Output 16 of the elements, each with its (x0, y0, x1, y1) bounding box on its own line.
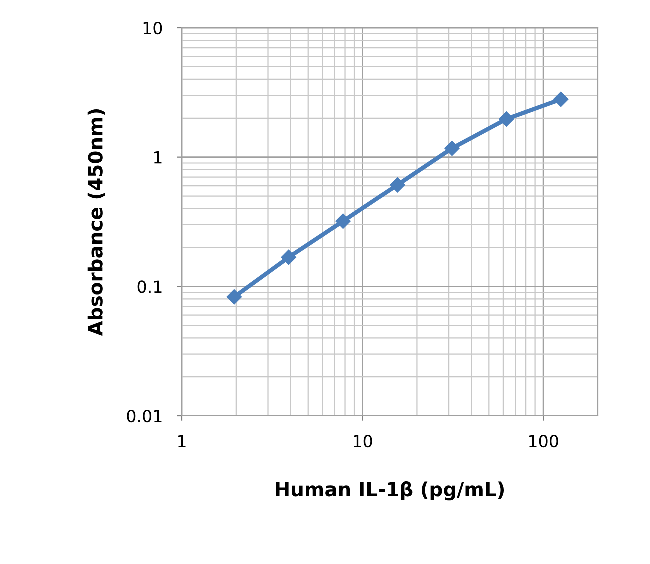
point (226, 290, 242, 305)
y-tick-label: 0.1 (138, 280, 162, 294)
point (499, 112, 514, 127)
x-tick-label: 1 (178, 435, 186, 448)
x-tick-label: 100 (530, 435, 558, 448)
x-axis-title: Human IL-1β (pg/mL) (276, 481, 504, 501)
point (444, 140, 460, 156)
y-tick-label: 10 (144, 22, 162, 35)
y-axis-title: Absorbance (450nm) (88, 110, 106, 336)
y-tick-label: 1 (154, 152, 162, 164)
y-tick-label: 0.01 (127, 410, 162, 423)
point (554, 92, 569, 108)
point (390, 178, 406, 193)
point (336, 214, 351, 229)
point (281, 250, 296, 266)
x-tick-label: 10 (354, 435, 372, 448)
